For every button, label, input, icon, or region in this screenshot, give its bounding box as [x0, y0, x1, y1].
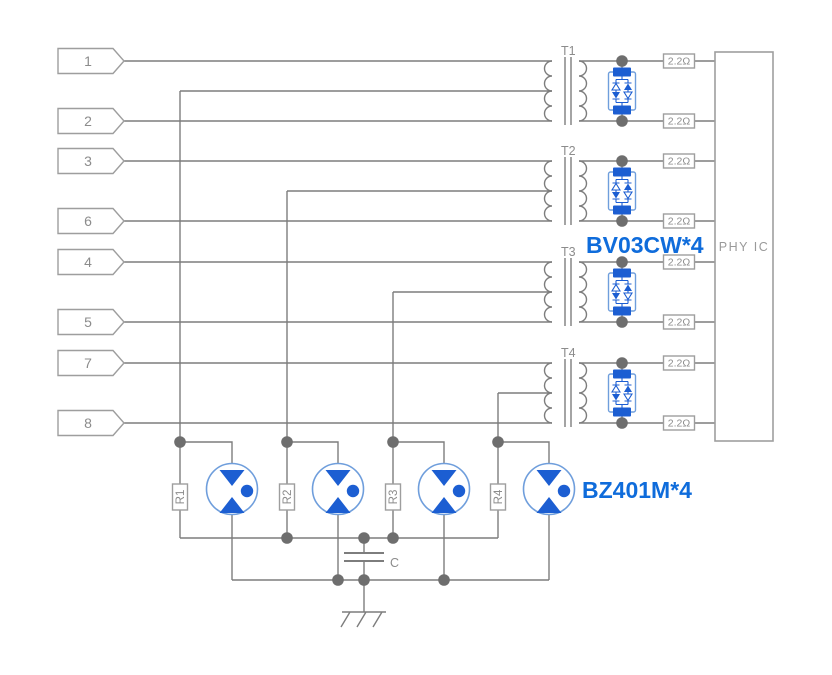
transformer-label: T2 [561, 144, 576, 158]
diode-array-T3 [607, 261, 637, 323]
transformer-T3 [543, 257, 588, 327]
diode-array-T2 [607, 160, 637, 222]
transformer-label: T1 [561, 44, 576, 58]
series-resistor-value: 2.2Ω [668, 317, 691, 329]
tvs-tube-3 [417, 462, 471, 516]
series-resistors: 2.2Ω 2.2Ω 2.2Ω 2.2Ω 2.2Ω 2.2Ω 2.2Ω 2.2Ω [662, 53, 696, 431]
resistor-label: R4 [493, 489, 505, 504]
resistor-label: R3 [388, 490, 400, 505]
center-tap-wires [179, 90, 552, 538]
pin-label: 7 [84, 355, 92, 371]
ground-wires [340, 580, 386, 628]
phy-ic-label: PHY IC [719, 240, 769, 254]
tvs-tube-1 [205, 462, 259, 516]
transformer-T4 [543, 358, 588, 428]
series-resistor-value: 2.2Ω [668, 257, 691, 269]
pin-label: 3 [84, 153, 92, 169]
series-resistor-value: 2.2Ω [668, 156, 691, 168]
series-resistor-value: 2.2Ω [668, 418, 691, 430]
pin-label: 6 [84, 213, 92, 229]
transformers: T1 T2 T3 T4 [543, 44, 588, 428]
diode-array-part-label: BV03CW*4 [586, 232, 704, 258]
series-resistor-value: 2.2Ω [668, 216, 691, 228]
diode-array-T1 [607, 60, 637, 122]
pin-label: 2 [84, 113, 92, 129]
phy-ic-block: PHY IC [714, 51, 774, 442]
resistor-label: R2 [282, 490, 294, 505]
bus-wires [180, 537, 549, 581]
junction-dots [174, 55, 628, 586]
pin-connectors: 1 2 3 6 4 5 7 8 [57, 47, 125, 437]
diode-array-T4 [607, 362, 637, 424]
wires [124, 60, 715, 628]
transformer-T2 [543, 156, 588, 226]
resistor-label: R1 [175, 490, 187, 505]
pin-label: 1 [84, 53, 92, 69]
transformer-label: T4 [561, 346, 576, 360]
tvs-tube-4 [522, 462, 576, 516]
tvs-part-label: BZ401M*4 [582, 477, 692, 503]
transformer-T1 [543, 56, 588, 126]
pin-label: 4 [84, 254, 92, 270]
transformer-label: T3 [561, 245, 576, 259]
series-resistor-value: 2.2Ω [668, 56, 691, 68]
capacitor-label: C [390, 556, 399, 570]
pin-label: 5 [84, 314, 92, 330]
shunt-resistors: R1 R2 R3 R4 [171, 483, 507, 511]
series-resistor-value: 2.2Ω [668, 116, 691, 128]
capacitor: C [344, 552, 399, 570]
tube-branch-wires [180, 441, 550, 580]
phy-ic-body [714, 51, 774, 442]
primary-wires [124, 60, 552, 424]
pin-label: 8 [84, 415, 92, 431]
series-resistor-value: 2.2Ω [668, 358, 691, 370]
secondary-wires [579, 60, 715, 424]
tvs-tube-2 [311, 462, 365, 516]
